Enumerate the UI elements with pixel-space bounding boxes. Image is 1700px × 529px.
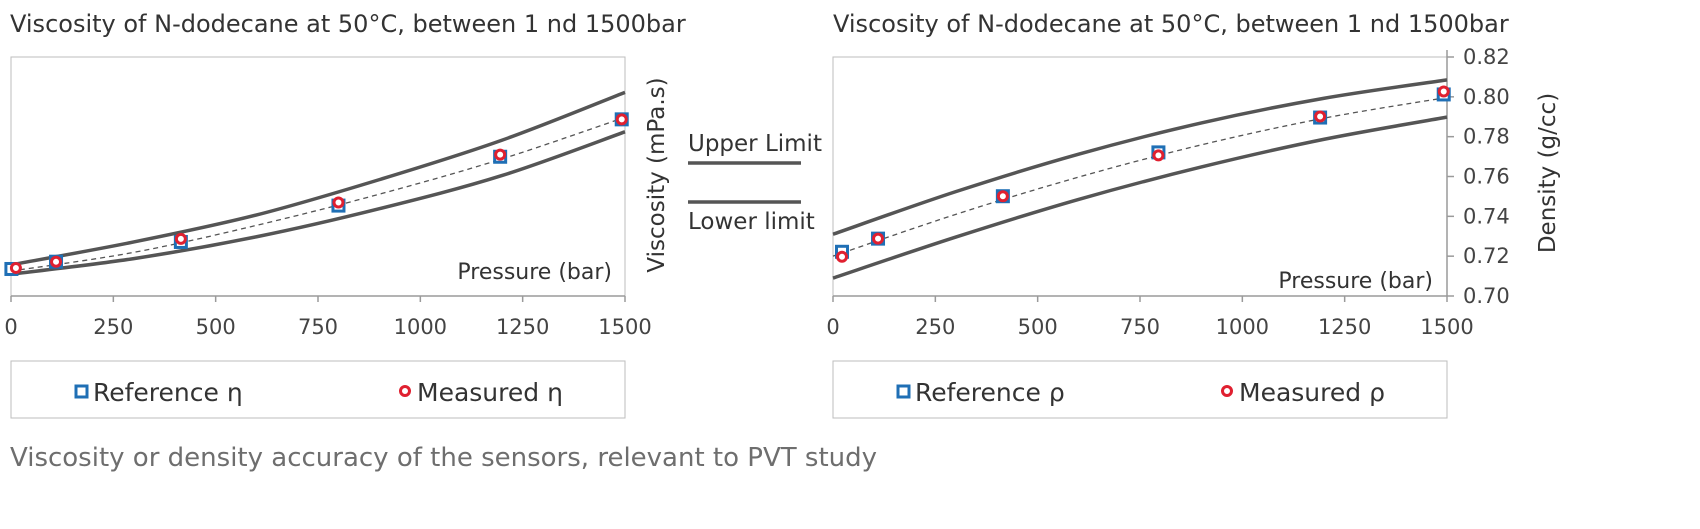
- legend-reference-label: Reference η: [93, 378, 243, 407]
- x-tick-label: 750: [298, 315, 338, 339]
- y-tick-label: 0.80: [1463, 85, 1510, 109]
- y-tick-label: 0.74: [1463, 204, 1510, 228]
- trend-line: [10, 116, 626, 272]
- x-tick-labels: 0 250 500 750 1000 1250 1500: [826, 315, 1473, 339]
- x-tick-label: 0: [826, 315, 839, 339]
- upper-limit-curve: [832, 78, 1448, 236]
- x-tick-label: 1500: [1420, 315, 1473, 339]
- chart-title: Viscosity of N-dodecane at 50°C, between…: [833, 10, 1509, 38]
- legend-measured-label: Measured η: [417, 378, 563, 407]
- lower-limit-curve: [10, 130, 626, 276]
- y-tick-label: 0.70: [1463, 284, 1510, 308]
- legend-reference-label: Reference ρ: [915, 378, 1065, 407]
- legend-measured-label: Measured ρ: [1239, 378, 1385, 407]
- x-tick-label: 250: [915, 315, 955, 339]
- x-tick-label: 750: [1120, 315, 1160, 339]
- measured-point: [1314, 110, 1327, 123]
- chart-title: Viscosity of N-dodecane at 50°C, between…: [10, 10, 686, 38]
- x-tick-label: 1250: [496, 315, 549, 339]
- limits-legend: Upper Limit Lower limit: [688, 131, 822, 235]
- measured-point: [332, 196, 345, 209]
- x-axis-label: Pressure (bar): [457, 260, 612, 285]
- data-points: [4, 112, 629, 276]
- trend-line: [832, 96, 1448, 257]
- measured-marker-icon: [399, 385, 411, 397]
- x-tick-label: 1500: [598, 315, 651, 339]
- y-tick-label: 0.82: [1463, 45, 1510, 69]
- x-tick-label: 0: [4, 315, 17, 339]
- measured-point: [50, 255, 63, 268]
- lower-limit-label: Lower limit: [688, 209, 815, 235]
- data-points: [835, 85, 1451, 263]
- upper-limit-curve: [10, 90, 626, 267]
- legend-box: [832, 360, 1448, 419]
- x-tick-label: 250: [93, 315, 133, 339]
- reference-marker-icon: [74, 384, 89, 399]
- x-tick-label: 500: [1018, 315, 1058, 339]
- lower-limit-curve: [832, 115, 1448, 280]
- measured-point: [9, 261, 22, 274]
- y-tick-labels: 0.70 0.72 0.74 0.76 0.78 0.80 0.82: [1463, 45, 1510, 308]
- y-tick-label: 0.78: [1463, 125, 1510, 149]
- x-tick-label: 500: [196, 315, 236, 339]
- legend-box: [10, 360, 626, 419]
- y-tick-label: 0.72: [1463, 244, 1510, 268]
- x-tick-labels: 0 250 500 750 1000 1250 1500: [4, 315, 651, 339]
- figure-caption: Viscosity or density accuracy of the sen…: [10, 443, 877, 473]
- x-tick-label: 1000: [1216, 315, 1269, 339]
- measured-point: [996, 190, 1009, 203]
- measured-point: [836, 250, 849, 263]
- measured-point: [174, 232, 187, 245]
- viscosity-chart: Viscosity of N-dodecane at 50°C, between…: [4, 10, 686, 419]
- measured-marker-icon: [1221, 385, 1233, 397]
- measured-point: [872, 232, 885, 245]
- x-tick-label: 1000: [394, 315, 447, 339]
- measured-point: [1437, 85, 1450, 98]
- limit-curves: [832, 78, 1448, 280]
- x-tick-label: 1250: [1318, 315, 1371, 339]
- limit-curves: [10, 90, 626, 276]
- x-ticks: [10, 296, 626, 302]
- measured-point: [1152, 149, 1165, 162]
- measured-point: [615, 113, 628, 126]
- measured-point: [494, 148, 507, 161]
- x-ticks: [832, 296, 1448, 302]
- y-axis-label: Density (g/cc): [1535, 93, 1561, 253]
- density-chart: Viscosity of N-dodecane at 50°C, between…: [826, 10, 1561, 419]
- y-tick-label: 0.76: [1463, 165, 1510, 189]
- x-axis-label: Pressure (bar): [1278, 269, 1433, 294]
- upper-limit-label: Upper Limit: [688, 131, 822, 157]
- reference-marker-icon: [896, 384, 911, 399]
- y-axis-label: Viscosity (mPa.s): [644, 77, 670, 272]
